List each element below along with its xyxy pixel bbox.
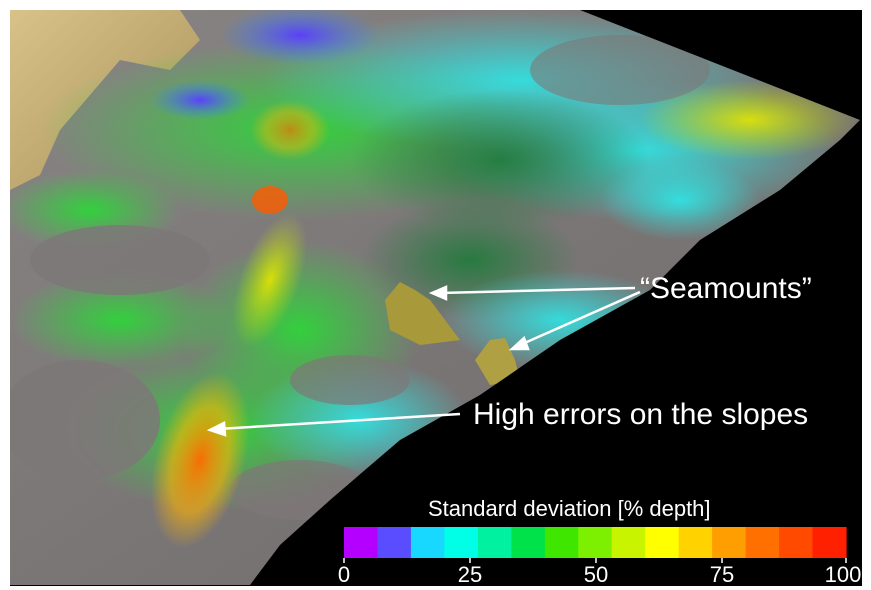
colorbar-swatch (511, 527, 546, 558)
colorbar-swatch (410, 527, 445, 558)
colorbar-swatch (377, 527, 412, 558)
land-area (10, 10, 200, 190)
colorbar-swatch (444, 527, 479, 558)
colorbar-tick-100: 100 (825, 562, 862, 587)
colorbar-tick-25: 25 (458, 562, 482, 587)
seamount-2 (475, 338, 520, 385)
colorbar-swatch (745, 527, 780, 558)
colorbar-swatch (712, 527, 747, 558)
colorbar-swatch (578, 527, 613, 558)
colorbar-tick-0: 0 (338, 562, 350, 587)
colorbar-swatch (611, 527, 646, 558)
slopes-label: High errors on the slopes (473, 398, 808, 431)
colorbar-swatch (477, 527, 512, 558)
colorbar-tick-75: 75 (710, 562, 734, 587)
colorbar-swatch (812, 527, 847, 558)
colorbar-swatch (678, 527, 713, 558)
colorbar: Standard deviation [% depth] 0 25 50 75 … (338, 496, 861, 587)
seamounts-label: “Seamounts” (640, 272, 812, 305)
colorbar-swatch (344, 527, 379, 558)
colorbar-title: Standard deviation [% depth] (428, 496, 711, 521)
colorbar-tick-50: 50 (584, 562, 608, 587)
seamount-1 (385, 282, 460, 345)
annotation-arrows (206, 285, 641, 437)
colorbar-swatch (645, 527, 680, 558)
colorbar-swatch (544, 527, 579, 558)
colorbar-swatch (779, 527, 814, 558)
colorbar-swatches (343, 527, 847, 563)
